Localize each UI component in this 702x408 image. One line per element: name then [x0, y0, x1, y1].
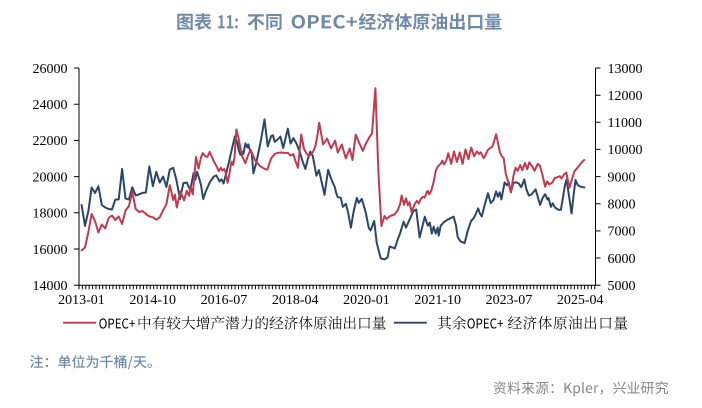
svg-text:2016-07: 2016-07 [201, 293, 248, 308]
svg-text:11000: 11000 [608, 116, 642, 131]
svg-text:14000: 14000 [33, 279, 68, 294]
svg-text:2021-10: 2021-10 [414, 293, 461, 308]
svg-text:2013-01: 2013-01 [58, 293, 105, 308]
svg-text:2018-04: 2018-04 [272, 293, 319, 308]
svg-text:8000: 8000 [608, 198, 636, 213]
svg-text:9000: 9000 [608, 170, 636, 185]
svg-text:16000: 16000 [33, 243, 68, 258]
svg-text:2025-04: 2025-04 [557, 293, 604, 308]
svg-text:10000: 10000 [608, 143, 643, 158]
svg-text:6000: 6000 [608, 252, 636, 267]
svg-text:22000: 22000 [33, 134, 68, 149]
svg-text:5000: 5000 [608, 279, 636, 294]
svg-text:7000: 7000 [608, 225, 636, 240]
svg-text:2023-07: 2023-07 [486, 293, 533, 308]
svg-text:13000: 13000 [608, 62, 643, 77]
svg-text:20000: 20000 [33, 170, 68, 185]
svg-text:2014-10: 2014-10 [129, 293, 176, 308]
svg-text:12000: 12000 [608, 89, 643, 104]
svg-text:24000: 24000 [33, 98, 68, 113]
svg-text:2020-01: 2020-01 [343, 293, 390, 308]
svg-text:18000: 18000 [33, 207, 68, 222]
svg-text:26000: 26000 [33, 62, 68, 77]
